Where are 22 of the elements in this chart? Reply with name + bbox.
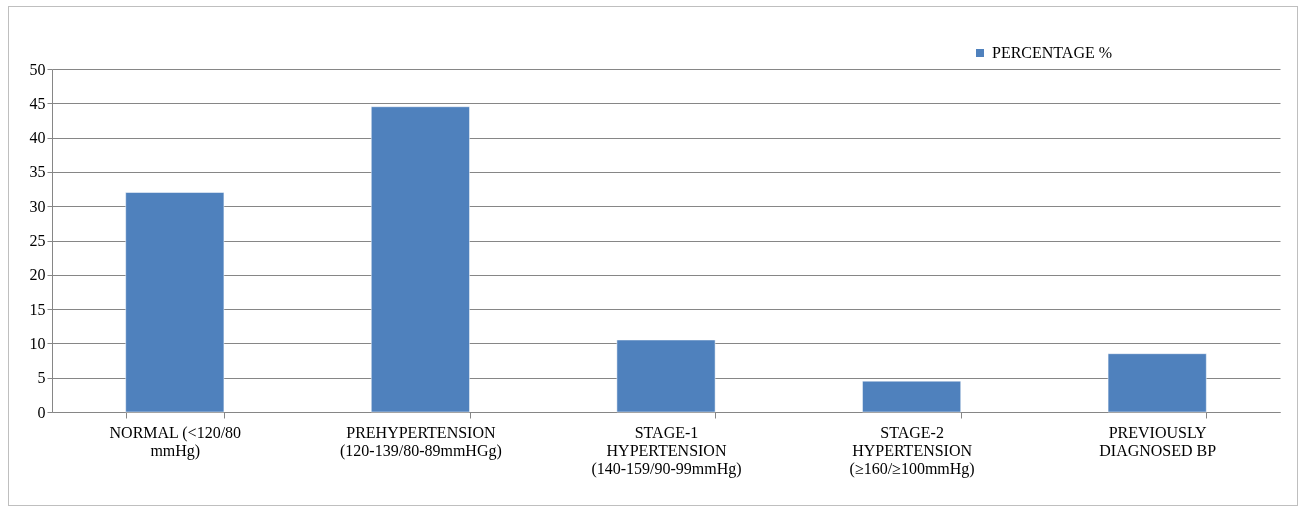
bar — [862, 380, 961, 413]
y-tick-label: 40 — [29, 129, 46, 147]
y-tick-label: 0 — [37, 403, 46, 421]
y-tick-label: 10 — [29, 334, 46, 352]
x-tick-label: PREVIOUSLY DIAGNOSED BP — [1099, 423, 1217, 459]
y-tick-label: 50 — [29, 60, 46, 78]
x-tick-label: STAGE-1 HYPERTENSION (140-159/90-99mmHg) — [591, 423, 742, 478]
x-tick-label: NORMAL (<120/80 mmHg) — [109, 423, 242, 460]
y-tick-label: 15 — [29, 300, 46, 318]
bar — [616, 339, 716, 413]
bar — [1107, 353, 1207, 413]
bar — [371, 106, 470, 413]
y-tick-label: 30 — [29, 197, 46, 215]
y-tick-label: 25 — [29, 232, 46, 249]
y-tick-label: 20 — [29, 266, 46, 284]
y-tick-label: 45 — [29, 94, 46, 112]
x-tick-label: PREHYPERTENSION (120-139/80-89mmHGg) — [340, 423, 502, 460]
y-tick-label: 5 — [37, 369, 46, 387]
y-tick-label: 35 — [29, 163, 46, 181]
legend-label: PERCENTAGE % — [992, 44, 1113, 61]
x-tick-label: STAGE-2 HYPERTENSION (≥160/≥100mmHg) — [849, 423, 975, 478]
bar — [125, 192, 225, 413]
